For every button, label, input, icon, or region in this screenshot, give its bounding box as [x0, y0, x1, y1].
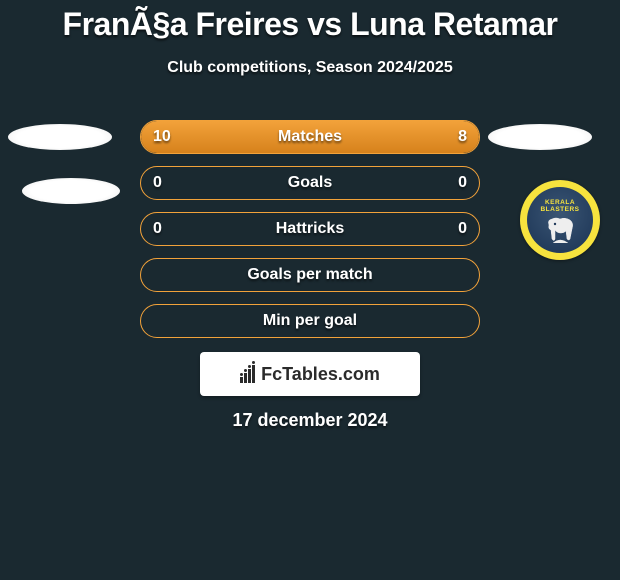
- stat-left-value: 10: [153, 128, 171, 146]
- badge-text-line1: KERALA: [545, 199, 575, 206]
- stat-row: 0 0 Hattricks: [140, 212, 480, 246]
- page-title: FranÃ§a Freires vs Luna Retamar: [0, 0, 620, 43]
- stat-row: Goals per match: [140, 258, 480, 292]
- badge-text-line2: BLASTERS: [540, 206, 579, 213]
- player-right-logo-ellipse: [488, 124, 592, 150]
- brand-badge[interactable]: FcTables.com: [200, 352, 420, 396]
- stat-row: 10 8 Matches: [140, 120, 480, 154]
- team-right-badge-inner: KERALA BLASTERS: [527, 187, 593, 253]
- stat-right-value: 0: [458, 174, 467, 192]
- page-subtitle: Club competitions, Season 2024/2025: [0, 59, 620, 77]
- stat-label: Goals per match: [247, 266, 372, 284]
- stats-comparison-block: 10 8 Matches 0 0 Goals 0 0 Hattricks Goals per ma…: [140, 120, 480, 350]
- stat-bar-right: [330, 121, 479, 153]
- stat-label: Matches: [278, 128, 342, 146]
- stat-label: Goals: [288, 174, 332, 192]
- stat-label: Min per goal: [263, 312, 357, 330]
- stat-left-value: 0: [153, 174, 162, 192]
- stat-left-value: 0: [153, 220, 162, 238]
- bar-chart-icon: [240, 365, 255, 383]
- team-right-badge: KERALA BLASTERS: [520, 180, 600, 260]
- stat-row: 0 0 Goals: [140, 166, 480, 200]
- stat-right-value: 8: [458, 128, 467, 146]
- player-left-logo-ellipse-1: [8, 124, 112, 150]
- stat-right-value: 0: [458, 220, 467, 238]
- elephant-icon: [543, 215, 577, 243]
- stat-label: Hattricks: [276, 220, 344, 238]
- stat-row: Min per goal: [140, 304, 480, 338]
- brand-text: FcTables.com: [261, 364, 380, 385]
- player-left-logo-ellipse-2: [22, 178, 120, 204]
- generated-date: 17 december 2024: [0, 410, 620, 431]
